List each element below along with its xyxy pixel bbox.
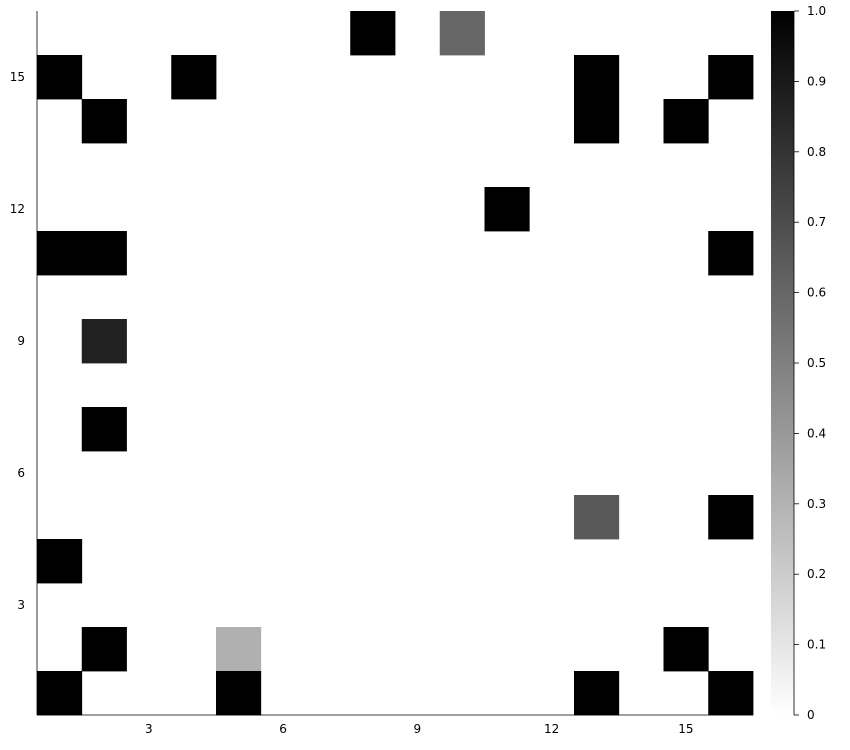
x-axis-ticks: 3 6 9 12 15 bbox=[145, 722, 693, 736]
heatmap-cell bbox=[216, 627, 262, 672]
x-tick-label: 3 bbox=[145, 722, 153, 736]
y-tick-label: 9 bbox=[17, 334, 25, 348]
heatmap-cell bbox=[663, 99, 709, 144]
colorbar-tick-label: 0.8 bbox=[807, 145, 826, 159]
colorbar-tick-label: 0.2 bbox=[807, 567, 826, 581]
y-tick-label: 12 bbox=[10, 202, 25, 216]
y-tick-label: 15 bbox=[10, 70, 25, 84]
colorbar-tick-label: 0.9 bbox=[807, 74, 826, 88]
y-axis-ticks: 3 6 9 12 15 bbox=[10, 70, 25, 612]
heatmap-cell bbox=[81, 627, 127, 672]
heatmap-cell bbox=[216, 671, 262, 716]
heatmap-cell bbox=[708, 55, 754, 100]
colorbar-gradient bbox=[771, 11, 794, 715]
colorbar: 0 0.1 0.2 0.3 0.4 0.5 0.6 0.7 0.8 0.9 1.0 bbox=[771, 4, 826, 722]
plot-axes bbox=[36, 11, 753, 716]
colorbar-tick-label: 0.4 bbox=[807, 426, 826, 440]
heatmap-cell bbox=[171, 55, 217, 100]
heatmap-cell bbox=[708, 231, 754, 276]
heatmap-cell bbox=[663, 627, 709, 672]
heatmap-cell bbox=[574, 671, 620, 716]
y-tick-label: 6 bbox=[17, 466, 25, 480]
heatmap-cell bbox=[81, 231, 127, 276]
heatmap-cell bbox=[708, 495, 754, 540]
heatmap-cell bbox=[81, 99, 127, 144]
colorbar-tick-label: 0.7 bbox=[807, 215, 826, 229]
x-tick-label: 15 bbox=[678, 722, 693, 736]
colorbar-tick-label: 1.0 bbox=[807, 4, 826, 18]
colorbar-tick-label: 0.3 bbox=[807, 497, 826, 511]
heatmap-cell bbox=[37, 539, 83, 584]
heatmap-cell bbox=[81, 407, 127, 452]
colorbar-tick-label: 0 bbox=[807, 708, 815, 722]
heatmap-cell bbox=[439, 11, 485, 56]
heatmap-cell bbox=[574, 99, 620, 144]
heatmap-cell bbox=[37, 231, 83, 276]
colorbar-tick-label: 0.1 bbox=[807, 638, 826, 652]
heatmap-cell bbox=[350, 11, 396, 56]
x-tick-label: 6 bbox=[279, 722, 287, 736]
heatmap-cell bbox=[37, 671, 83, 716]
x-tick-label: 9 bbox=[414, 722, 422, 736]
colorbar-tick-label: 0.5 bbox=[807, 356, 826, 370]
heatmap-cell bbox=[574, 495, 620, 540]
heatmap-cell bbox=[574, 55, 620, 100]
colorbar-tick-label: 0.6 bbox=[807, 286, 826, 300]
heatmap-cell bbox=[81, 319, 127, 364]
heatmap-cell bbox=[708, 671, 754, 716]
x-tick-label: 12 bbox=[544, 722, 559, 736]
heatmap-cell bbox=[37, 55, 83, 100]
heatmap-cell bbox=[484, 187, 530, 232]
heatmap-cells bbox=[37, 11, 754, 716]
y-tick-label: 3 bbox=[17, 598, 25, 612]
